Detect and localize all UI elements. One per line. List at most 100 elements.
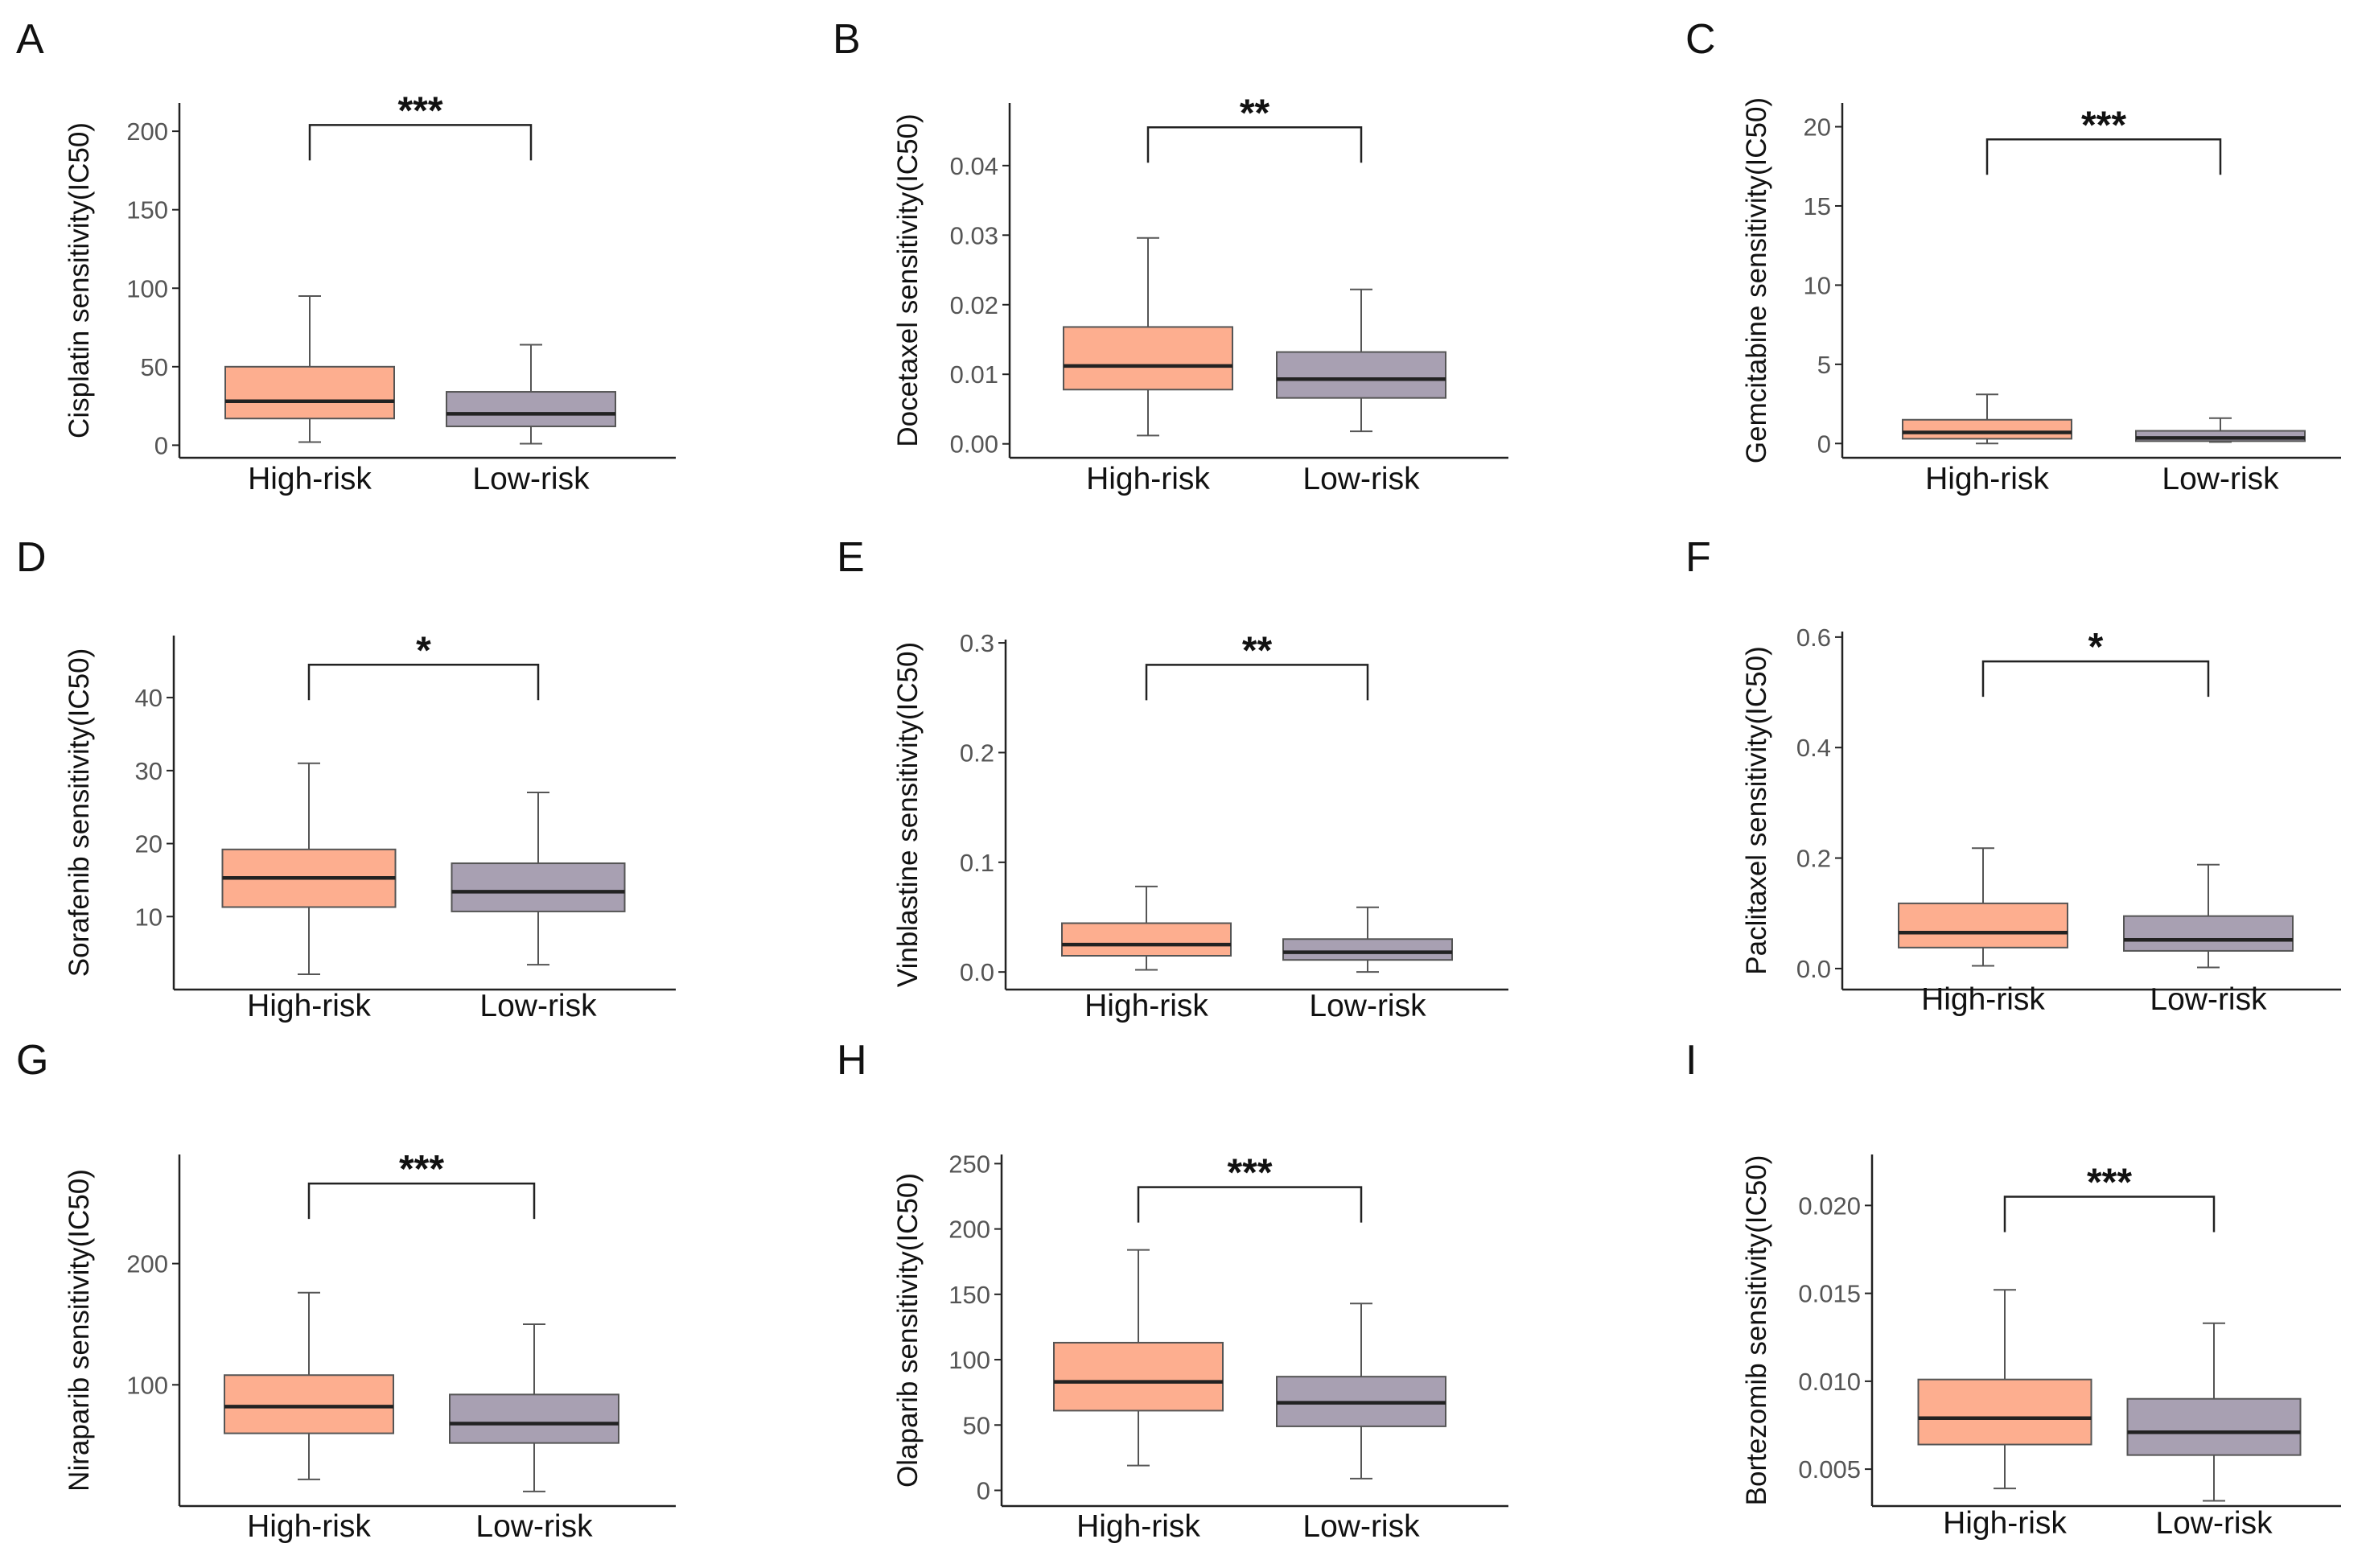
panel-a-y-tick-label: 0 [154, 431, 168, 459]
panel-i-y-tick-label: 0.010 [1798, 1368, 1861, 1396]
panel-b-box-high-risk-iqr [1063, 326, 1233, 391]
panel-e: E 0.0 0.1 0.2 0.3 Vinblastine sensitivity(IC5… [837, 534, 1508, 1023]
panel-h-box-high-risk [1053, 1249, 1224, 1467]
panel-d-y-tick-label: 30 [135, 757, 163, 785]
panel-e-significance-stars: ** [1242, 629, 1273, 672]
panel-g-y-tick-label: 200 [126, 1250, 168, 1278]
panel-b: B 0.00 0.01 0.02 0.03 0.04 Docetaxel sensitivi… [833, 16, 1508, 496]
panel-c-box-high-risk [1902, 393, 2072, 445]
panel-c-significance-stars: *** [2081, 104, 2126, 146]
panel-h-y-tick-label: 0 [977, 1477, 990, 1505]
panel-a-box-low-risk [446, 344, 616, 445]
panel-e-box-high-risk-iqr [1061, 922, 1232, 957]
panel-e-y-tick-label: 0.0 [960, 958, 994, 986]
panel-c-box-high-risk-iqr [1902, 418, 2072, 440]
panel-d-letter: D [16, 534, 47, 581]
panel-c-x-label-high-risk: High-risk [1925, 462, 2049, 496]
panel-e-x-label-low-risk: Low-risk [1309, 989, 1426, 1023]
panel-e-y-tick-label: 0.2 [960, 739, 994, 767]
panel-i-box-high-risk-iqr [1917, 1378, 2092, 1446]
panel-b-y-tick-label: 0.01 [950, 360, 998, 389]
panel-a-letter: A [16, 16, 44, 63]
panel-d-y-tick-label: 20 [135, 830, 163, 858]
panel-i-significance-bracket [2003, 1196, 2216, 1233]
panel-i-y-tick-label: 0.015 [1798, 1280, 1861, 1308]
panel-i-box-low-risk [2126, 1322, 2302, 1502]
panel-d: D 10 20 30 40 Sorafenib sensitivity(IC50) High… [16, 534, 676, 1023]
panel-b-y-tick-label: 0.03 [950, 221, 998, 249]
panel-g-x-label-low-risk: Low-risk [475, 1509, 593, 1544]
panel-a-y-tick-label: 200 [126, 117, 168, 146]
panel-e-box-low-risk-iqr [1282, 938, 1453, 961]
panel-h-y-tick-label: 50 [963, 1411, 990, 1439]
panel-h-y-tick-label: 150 [948, 1281, 990, 1309]
panel-c-y-tick-label: 5 [1817, 351, 1831, 379]
panel-d-y-tick-label: 40 [135, 684, 163, 712]
panel-i-box-low-risk-iqr [2126, 1397, 2302, 1456]
panel-b-y-tick-label: 0.00 [950, 430, 998, 459]
panel-d-x-label-low-risk: Low-risk [479, 989, 597, 1023]
panel-i-x-label-high-risk: High-risk [1943, 1506, 2067, 1541]
panel-a-significance-bracket [308, 124, 533, 161]
panel-e-y-label: Vinblastine sensitivity(IC50) [892, 642, 924, 987]
panel-e-y-tick-label: 0.3 [960, 629, 994, 657]
panel-h-y-tick-label: 200 [948, 1216, 990, 1244]
panel-h-box-low-risk [1276, 1303, 1446, 1480]
panel-h-x-label-high-risk: High-risk [1076, 1509, 1200, 1544]
panel-f-y-tick-label: 0.4 [1796, 734, 1831, 762]
panel-i-significance-stars: *** [2087, 1161, 2132, 1204]
panel-a-x-label-high-risk: High-risk [248, 462, 372, 496]
panel-h-significance-bracket [1137, 1186, 1363, 1223]
panel-c-significance-bracket [1985, 138, 2222, 175]
panel-d-box-high-risk [221, 762, 397, 975]
panel-a-significance-stars: *** [397, 89, 442, 132]
panel-g-box-low-risk [449, 1323, 619, 1492]
panel-b-y-tick-label: 0.02 [950, 291, 998, 319]
panel-a-y-label: Cisplatin sensitivity(IC50) [64, 122, 95, 438]
panel-c-y-label: Gemcitabine sensitivity(IC50) [1741, 97, 1772, 463]
panel-c-y-tick-label: 0 [1817, 430, 1831, 458]
panel-a: A 0 50 100 150 200 Cisplatin sensitivity(IC50)… [16, 16, 676, 496]
panel-h-x-label-low-risk: Low-risk [1302, 1509, 1420, 1544]
panel-g-box-low-risk-iqr [449, 1393, 619, 1444]
panel-b-box-low-risk-iqr [1276, 351, 1446, 399]
panel-i-letter: I [1685, 1037, 1697, 1084]
panel-f-x-label-low-risk: Low-risk [2150, 982, 2267, 1017]
panel-f-box-high-risk [1898, 847, 2068, 967]
panel-f-y-tick-label: 0.2 [1796, 845, 1831, 873]
panel-c: C 0 5 10 15 20 Gemcitabine sensitivity(IC50) Hi… [1685, 16, 2341, 496]
panel-d-significance-bracket [307, 664, 540, 701]
panel-a-box-high-risk [224, 295, 395, 443]
panel-f-y-label: Paclitaxel sensitivity(IC50) [1741, 646, 1772, 974]
panel-g-significance-stars: *** [399, 1148, 444, 1191]
panel-b-x-label-low-risk: Low-risk [1302, 462, 1420, 496]
panel-i-y-tick-label: 0.005 [1798, 1455, 1861, 1484]
panel-h-box-high-risk-iqr [1053, 1341, 1224, 1412]
panel-f-box-high-risk-iqr [1898, 902, 2068, 949]
panel-g-y-label: Niraparib sensitivity(IC50) [64, 1169, 95, 1492]
panel-f-letter: F [1685, 534, 1711, 581]
panel-e-significance-bracket [1145, 664, 1369, 701]
panel-c-y-tick-label: 10 [1804, 271, 1831, 299]
panel-g-letter: G [16, 1037, 48, 1084]
panel-g-x-label-high-risk: High-risk [247, 1509, 371, 1544]
panel-e-y-tick-label: 0.1 [960, 849, 994, 877]
panel-d-significance-stars: * [416, 629, 431, 672]
panel-b-significance-stars: ** [1240, 92, 1270, 134]
panel-h-significance-stars: *** [1227, 1152, 1272, 1195]
panel-a-y-tick-label: 50 [141, 353, 168, 381]
panel-c-x-label-low-risk: Low-risk [2162, 462, 2279, 496]
panel-i: I 0.005 0.010 0.015 0.020 Bortezomib sensitiv… [1685, 1037, 2341, 1541]
panel-e-letter: E [837, 534, 865, 581]
panel-b-y-label: Docetaxel sensitivity(IC50) [892, 113, 924, 447]
panel-f-box-low-risk [2123, 863, 2294, 969]
panel-e-x-label-high-risk: High-risk [1084, 989, 1208, 1023]
panel-a-box-high-risk-iqr [224, 365, 395, 420]
panel-h-y-tick-label: 250 [948, 1150, 990, 1178]
panel-f-significance-bracket [1981, 660, 2210, 698]
panel-i-x-label-low-risk: Low-risk [2155, 1506, 2273, 1541]
panel-b-box-low-risk [1276, 288, 1446, 433]
panel-a-x-label-low-risk: Low-risk [472, 462, 590, 496]
panel-g-significance-bracket [307, 1182, 536, 1220]
